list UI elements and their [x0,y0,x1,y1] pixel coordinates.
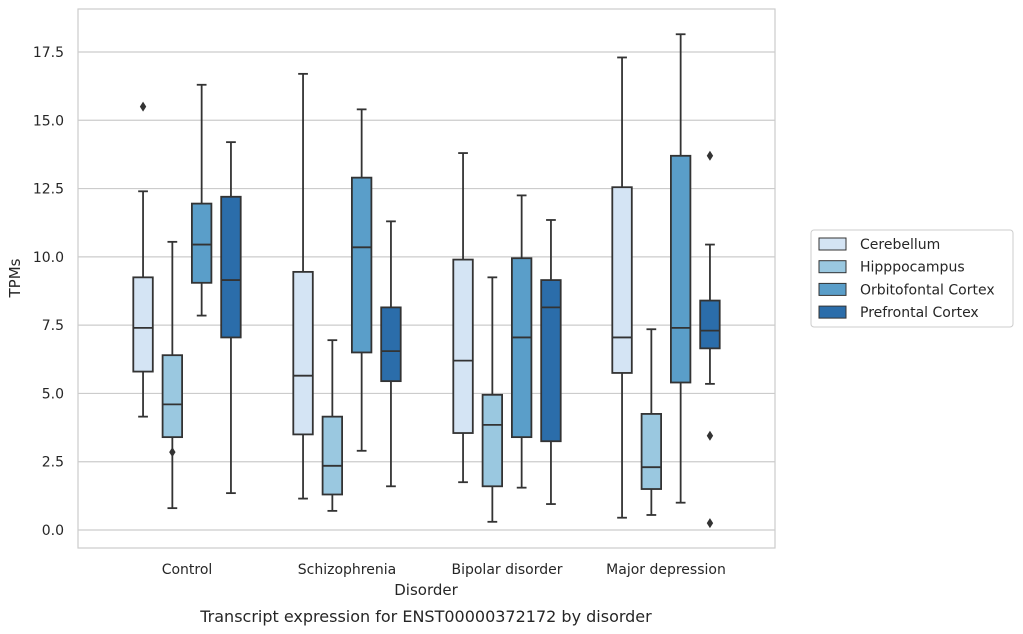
x-tick-labels: Control Schizophrenia Bipolar disorder Majo… [162,562,726,578]
x-tick-label: Major depression [606,562,726,578]
box-body [190,202,213,284]
y-axis-label: TPMs [6,258,24,298]
legend-item: Hipppocampus [818,260,965,276]
outlier-point [139,101,147,112]
legend-items: Cerebellum Hipppocampus Orbitofontal Corte… [818,237,995,321]
outlier-point [706,150,714,161]
y-tick-label: 5.0 [42,386,64,402]
box-prefrontal-cortex [699,150,721,529]
box-cerebellum [611,56,633,519]
legend-swatch [818,237,847,251]
y-tick-label: 17.5 [33,45,64,61]
legend-label: Cerebellum [860,237,940,253]
legend-item: Prefrontal Cortex [818,305,979,321]
legend: Cerebellum Hipppocampus Orbitofontal Corte… [810,229,1014,328]
box-body [481,393,504,488]
box-prefrontal-cortex [380,220,402,488]
box-body [321,415,344,496]
outlier-point [169,447,176,458]
legend-swatch [818,260,847,274]
box-hipppocampus [640,328,662,516]
box-body [540,279,562,443]
chart-title: Transcript expression for ENST0000037217… [199,607,652,626]
legend-item: Cerebellum [818,237,940,253]
box-body [670,154,692,384]
y-tick-label: 0.0 [42,523,64,539]
box-body [220,195,242,339]
box-body [611,186,633,374]
y-tick-labels: 0.0 2.5 5.0 7.5 10.0 12.5 15.0 17.5 [33,45,64,539]
box-body [380,306,402,383]
legend-swatch [818,305,847,319]
y-tick-label: 2.5 [42,455,64,471]
x-axis-label: Disorder [394,581,458,599]
legend-label: Orbitofontal Cortex [860,282,995,298]
box-orbitofontal-cortex [670,33,692,504]
box-prefrontal-cortex [540,219,562,505]
gridlines [78,51,775,531]
box-groups [132,33,721,529]
box-hipppocampus [481,276,504,523]
box-body [452,258,474,434]
x-tick-label: Schizophrenia [298,562,396,578]
box-body [510,257,533,439]
box-body [292,270,314,436]
box-cerebellum [292,72,314,500]
legend-item: Orbitofontal Cortex [818,282,995,298]
box-orbitofontal-cortex [510,194,533,489]
box-body [161,354,184,439]
outlier-point [706,430,714,441]
y-tick-label: 10.0 [33,250,64,266]
box-hipppocampus [321,339,344,512]
box-prefrontal-cortex [220,141,242,495]
box-body [699,299,721,350]
y-tick-label: 12.5 [33,182,64,198]
box-cerebellum [452,152,474,484]
x-tick-label: Control [162,562,213,578]
box-body [132,276,154,373]
box-orbitofontal-cortex [190,83,213,317]
legend-label: Hipppocampus [860,260,965,276]
legend-swatch [818,282,847,296]
box-body [640,413,662,490]
legend-label: Prefrontal Cortex [860,305,979,321]
box-orbitofontal-cortex [350,108,373,452]
box-body [350,176,373,354]
box-hipppocampus [161,240,184,510]
x-tick-label: Bipolar disorder [451,562,562,578]
box-cerebellum [132,101,154,418]
y-tick-label: 7.5 [42,318,64,334]
plot-frame [77,8,776,549]
legend-frame [810,229,1014,328]
outlier-point [706,518,714,529]
y-tick-label: 15.0 [33,113,64,129]
